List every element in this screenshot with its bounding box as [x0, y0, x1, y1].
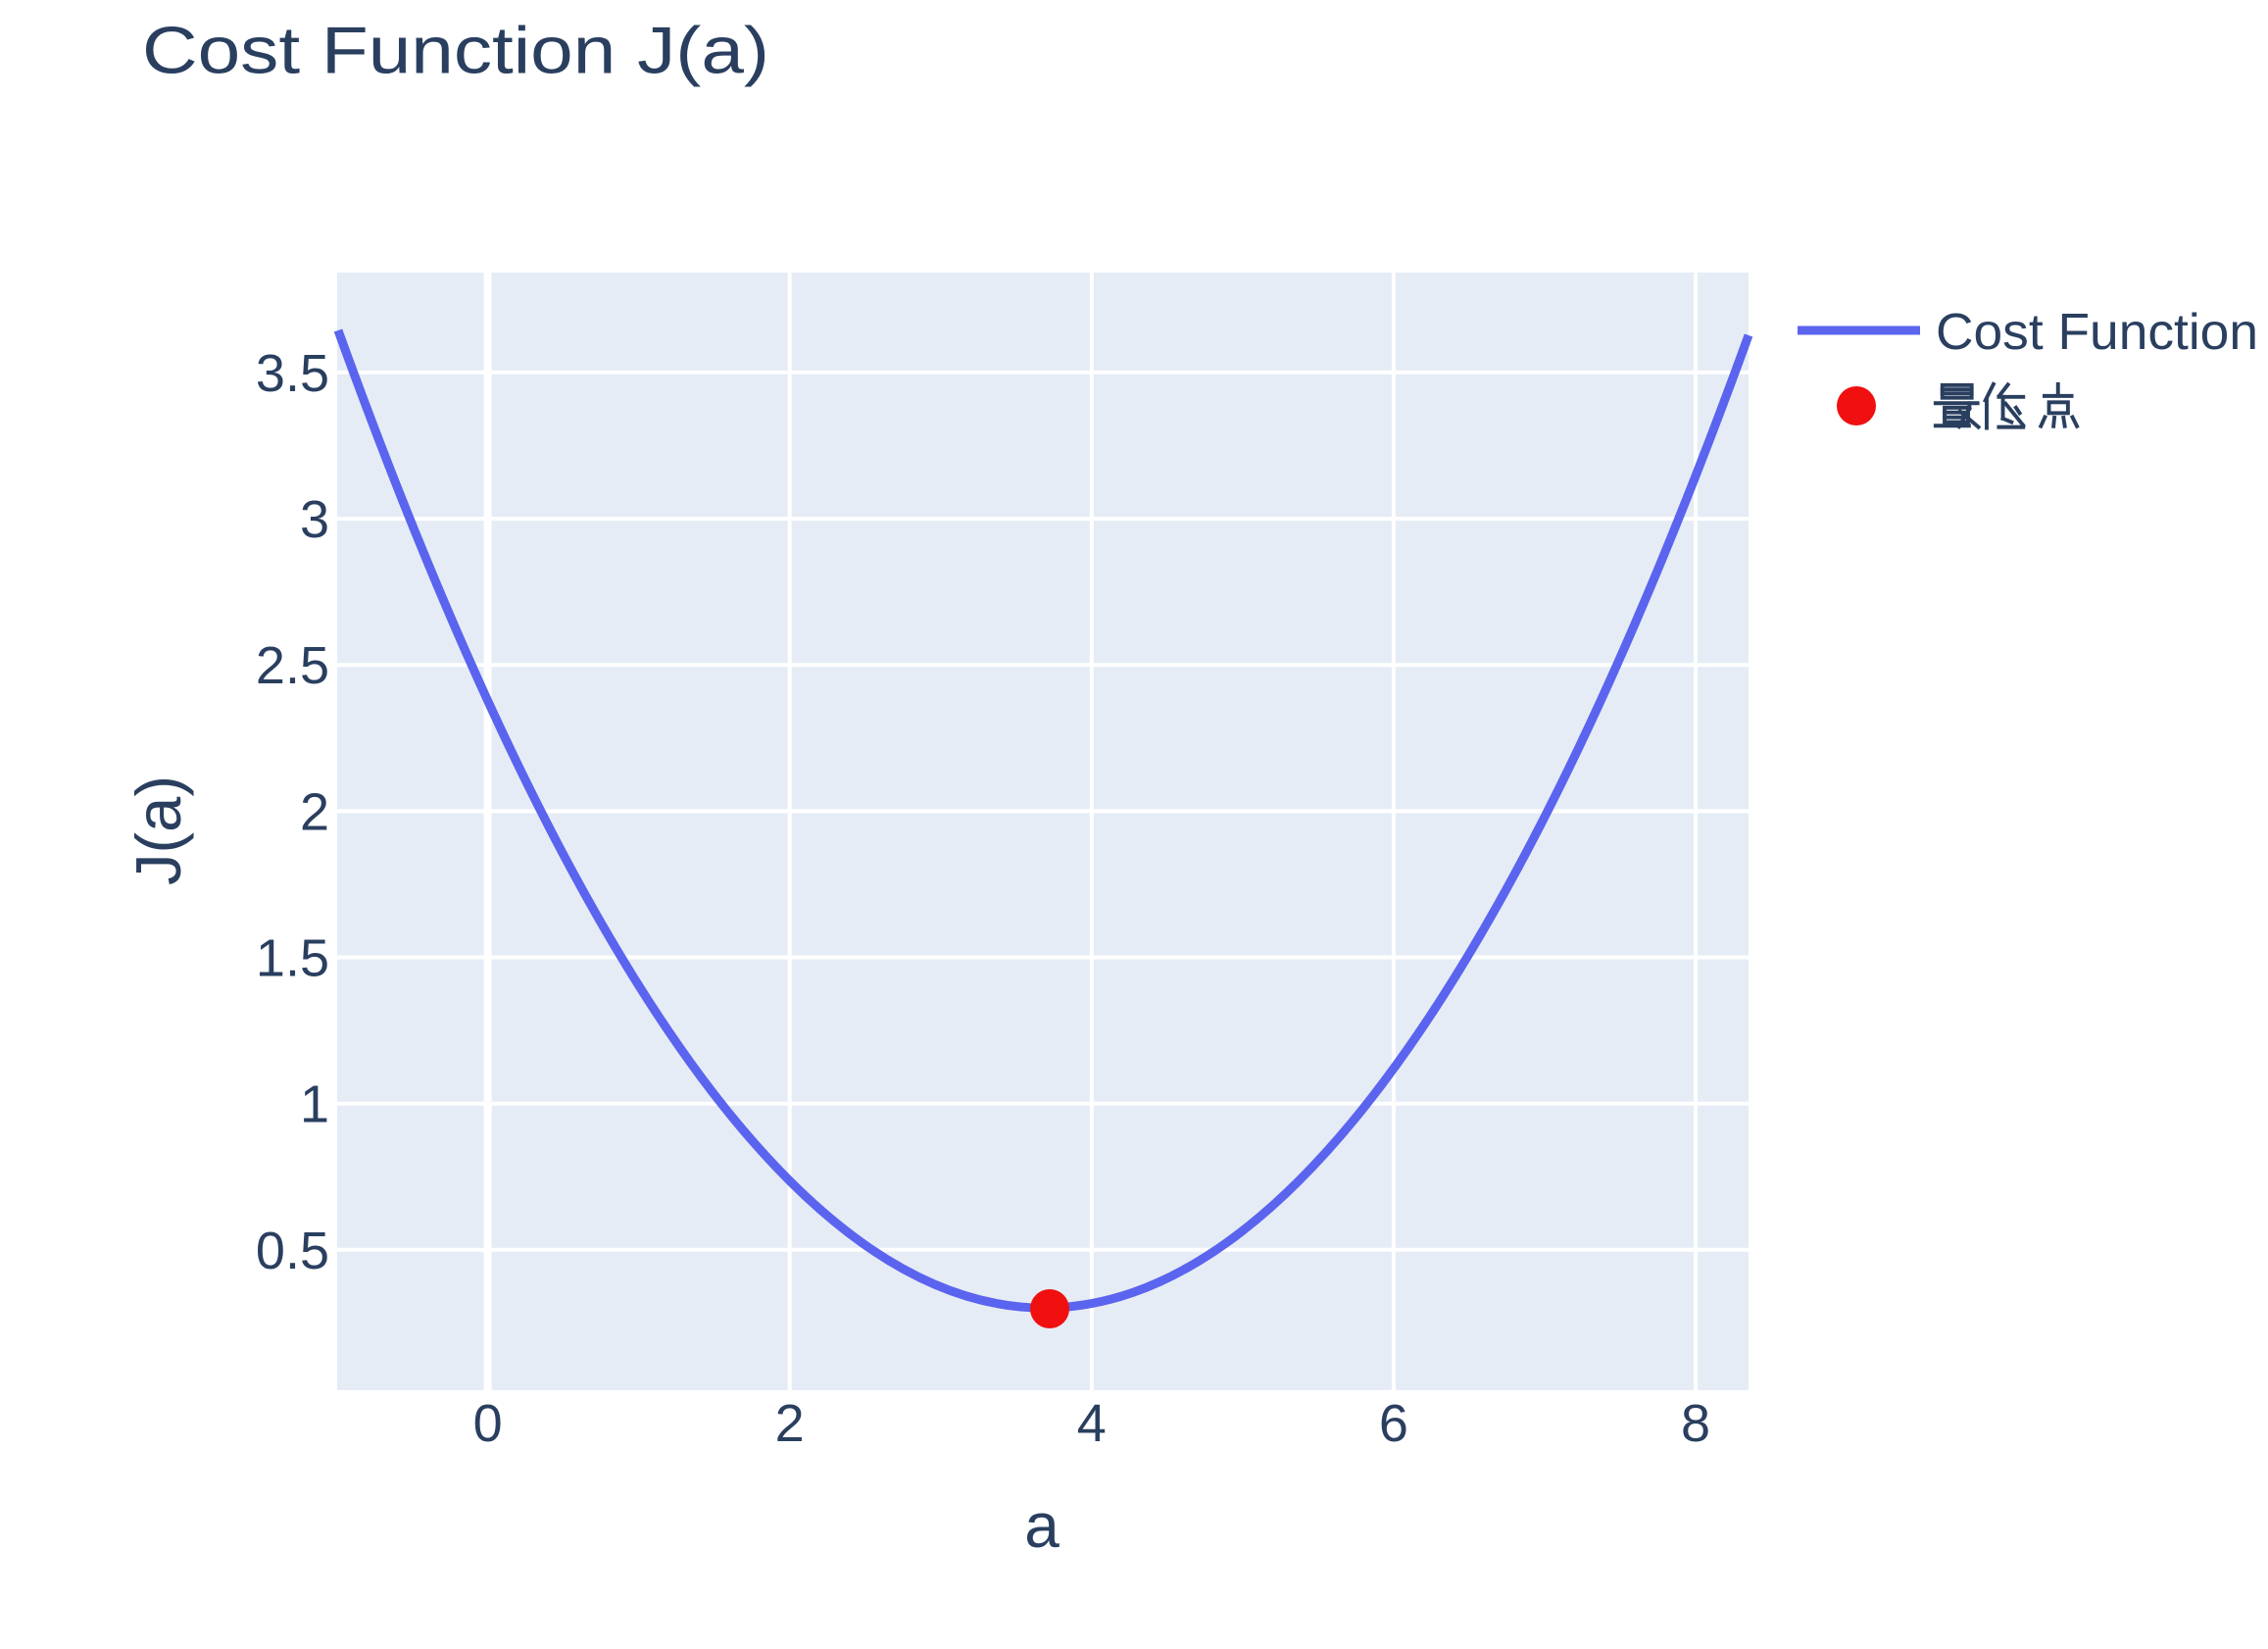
svg-text:8: 8 — [1681, 1394, 1710, 1453]
svg-text:1.5: 1.5 — [256, 929, 329, 988]
svg-text:Cost Function J(a): Cost Function J(a) — [142, 14, 769, 88]
svg-text:3.5: 3.5 — [256, 344, 329, 403]
svg-text:3: 3 — [300, 490, 329, 549]
svg-text:6: 6 — [1379, 1394, 1408, 1453]
svg-text:0: 0 — [473, 1394, 503, 1453]
svg-text:0.5: 0.5 — [256, 1222, 329, 1280]
svg-text:2: 2 — [300, 782, 329, 841]
svg-text:2: 2 — [775, 1394, 805, 1453]
svg-text:Cost Function: Cost Function — [1936, 304, 2258, 361]
svg-text:1: 1 — [300, 1075, 329, 1134]
svg-text:2.5: 2.5 — [256, 636, 329, 695]
svg-text:a: a — [1024, 1490, 1060, 1561]
svg-text:J(a): J(a) — [123, 775, 194, 885]
svg-text:4: 4 — [1077, 1394, 1107, 1453]
